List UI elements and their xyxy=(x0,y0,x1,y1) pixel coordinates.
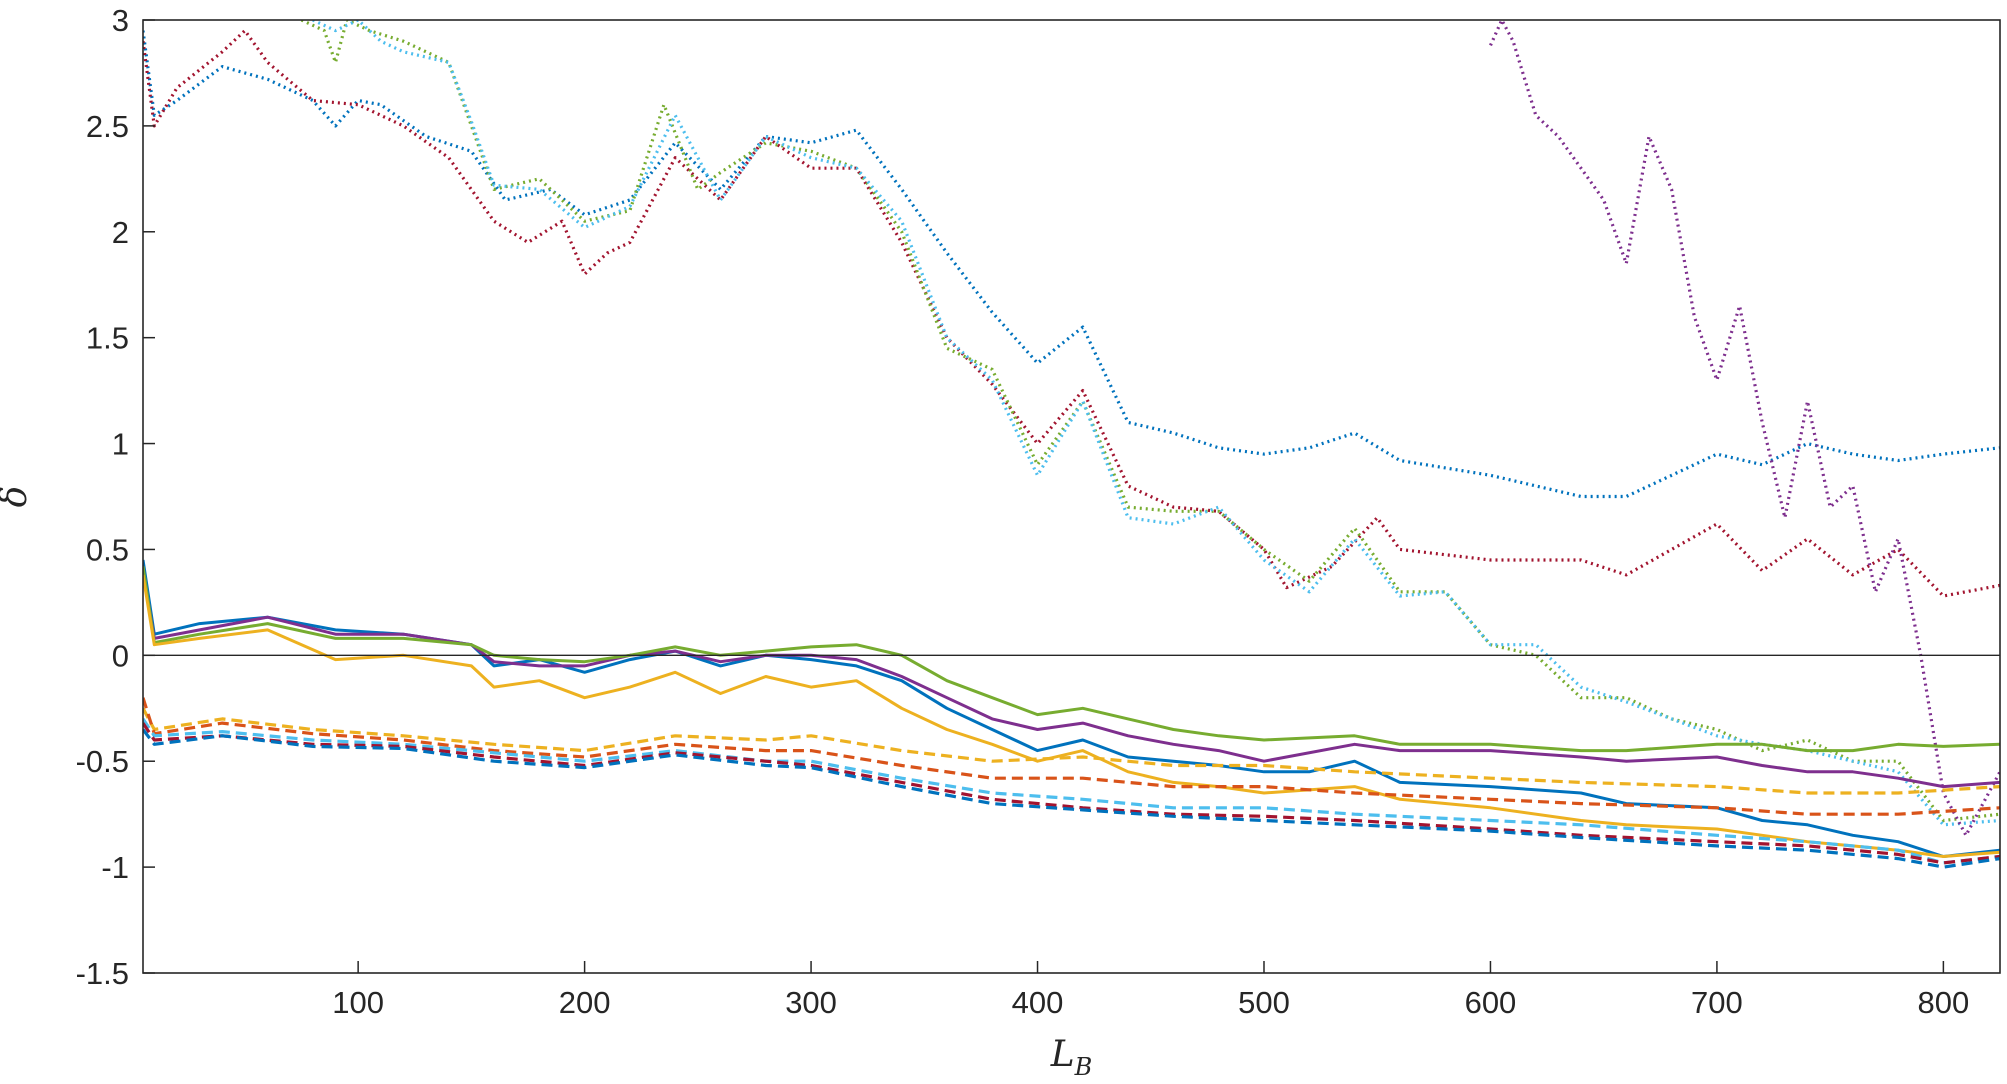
y-tick-label-5: 1 xyxy=(112,427,129,462)
x-tick-label-1: 100 xyxy=(332,985,384,1020)
series-line-5 xyxy=(1489,20,2000,837)
series-line-9 xyxy=(143,574,2000,858)
axes-box xyxy=(142,19,2001,974)
x-axis-label-subscript: B xyxy=(1074,1053,1093,1081)
series-line-11 xyxy=(143,697,2000,816)
x-tick-label-6: 600 xyxy=(1465,985,1517,1020)
y-tick-label-10: -1.5 xyxy=(76,956,129,991)
y-axis-ticks: 3 2.5 2 1.5 1 0.5 0 -0.5 -1 -1.5 xyxy=(76,3,155,991)
y-tick-label-3: 2 xyxy=(112,215,129,250)
series-line-14 xyxy=(143,728,2000,869)
x-tick-label-2: 200 xyxy=(559,985,611,1020)
y-tick-label-1: 3 xyxy=(112,3,129,38)
y-tick-label-4: 1.5 xyxy=(86,321,129,356)
series-line-12 xyxy=(143,718,2000,865)
y-tick-label-2: 2.5 xyxy=(86,109,129,144)
y-tick-label-7: 0 xyxy=(112,638,129,673)
x-tick-label-4: 400 xyxy=(1012,985,1064,1020)
x-tick-label-8: 800 xyxy=(1918,985,1970,1020)
plot-series-group xyxy=(143,20,2000,869)
series-line-2 xyxy=(143,29,2000,598)
series-line-3 xyxy=(300,20,2000,823)
x-axis-label-main: L xyxy=(1050,1034,1075,1075)
series-line-10 xyxy=(143,707,2000,795)
series-line-1 xyxy=(143,30,2000,499)
x-tick-label-7: 700 xyxy=(1691,985,1743,1020)
x-tick-label-3: 300 xyxy=(785,985,837,1020)
series-line-13 xyxy=(143,722,2000,865)
y-axis-label: δ xyxy=(0,486,35,508)
y-tick-label-8: -0.5 xyxy=(76,744,129,779)
x-tick-label-5: 500 xyxy=(1238,985,1290,1020)
x-axis-ticks: 100 200 300 400 500 600 700 800 xyxy=(332,961,1969,1020)
series-line-6 xyxy=(143,559,2000,858)
series-line-4 xyxy=(312,20,2000,827)
y-tick-label-6: 0.5 xyxy=(86,532,129,567)
series-line-8 xyxy=(143,566,2000,753)
y-tick-label-9: -1 xyxy=(101,850,129,885)
x-axis-label: LB xyxy=(1050,1034,1093,1081)
